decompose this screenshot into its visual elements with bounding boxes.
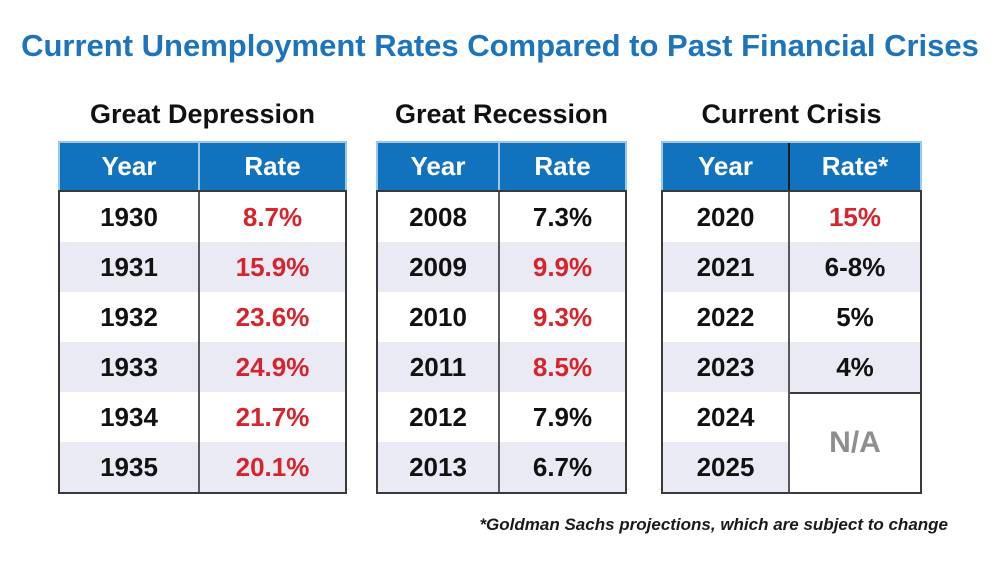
rate-cell: 23.6% <box>200 292 345 342</box>
table-current-crisis: Current Crisis Year Rate* 2020 15% 2021 … <box>661 97 922 494</box>
year-cell: 2021 <box>663 242 790 292</box>
year-cell: 2013 <box>378 442 500 492</box>
table-title: Great Depression <box>89 99 316 129</box>
table-header-row: Year Rate <box>376 141 627 190</box>
year-cell: 2025 <box>663 442 790 492</box>
table-body: 2008 7.3% 2009 9.9% 2010 9.3% 2011 8.5% … <box>376 190 627 494</box>
rate-cell: 4% <box>790 342 920 392</box>
rate-cell: 15% <box>790 192 920 242</box>
year-cell: 1931 <box>60 242 200 292</box>
column-header-year: Year <box>378 143 500 190</box>
table-header-row: Year Rate <box>58 141 347 190</box>
year-cell: 1933 <box>60 342 200 392</box>
rate-cell: 9.9% <box>500 242 625 292</box>
column-header-year: Year <box>60 143 200 190</box>
table-body: 2020 15% 2021 6-8% 2022 5% 2023 4% 2024 … <box>661 190 922 494</box>
column-header-rate: Rate <box>534 151 591 181</box>
page-title: Current Unemployment Rates Compared to P… <box>21 28 979 63</box>
year-cell: 2023 <box>663 342 790 392</box>
rate-cell: 8.7% <box>200 192 345 242</box>
year-cell: 2009 <box>378 242 500 292</box>
rate-cell: 20.1% <box>200 442 345 492</box>
rate-cell: 7.3% <box>500 192 625 242</box>
rate-cell: 7.9% <box>500 392 625 442</box>
year-cell: 2020 <box>663 192 790 242</box>
rate-cell: 5% <box>790 292 920 342</box>
table-body: 1930 8.7% 1931 15.9% 1932 23.6% 1933 24.… <box>58 190 347 494</box>
year-cell: 2022 <box>663 292 790 342</box>
rate-cell: 24.9% <box>200 342 345 392</box>
year-cell: 2024 <box>663 392 790 442</box>
footnote: *Goldman Sachs projections, which are su… <box>479 515 948 534</box>
year-cell: 1932 <box>60 292 200 342</box>
table-header-row: Year Rate* <box>661 141 922 190</box>
rate-cell: 21.7% <box>200 392 345 442</box>
rate-cell: 6.7% <box>500 442 625 492</box>
year-cell: 1934 <box>60 392 200 442</box>
table-title: Great Recession <box>394 99 609 129</box>
table-great-recession: Great Recession Year Rate 2008 7.3% 2009… <box>376 97 627 494</box>
column-header-rate: Rate* <box>821 151 889 181</box>
year-cell: 1935 <box>60 442 200 492</box>
rate-cell: 8.5% <box>500 342 625 392</box>
year-cell: 2010 <box>378 292 500 342</box>
year-cell: 2012 <box>378 392 500 442</box>
column-header-year: Year <box>663 143 790 190</box>
rate-na-merged-cell: N/A <box>790 392 920 492</box>
rate-cell: 6-8% <box>790 242 920 292</box>
table-title: Current Crisis <box>701 99 882 129</box>
year-cell: 1930 <box>60 192 200 242</box>
year-cell: 2008 <box>378 192 500 242</box>
rate-cell: 15.9% <box>200 242 345 292</box>
table-great-depression: Great Depression Year Rate 1930 8.7% 193… <box>58 97 347 494</box>
year-cell: 2011 <box>378 342 500 392</box>
column-header-rate: Rate <box>244 151 301 181</box>
rate-cell: 9.3% <box>500 292 625 342</box>
